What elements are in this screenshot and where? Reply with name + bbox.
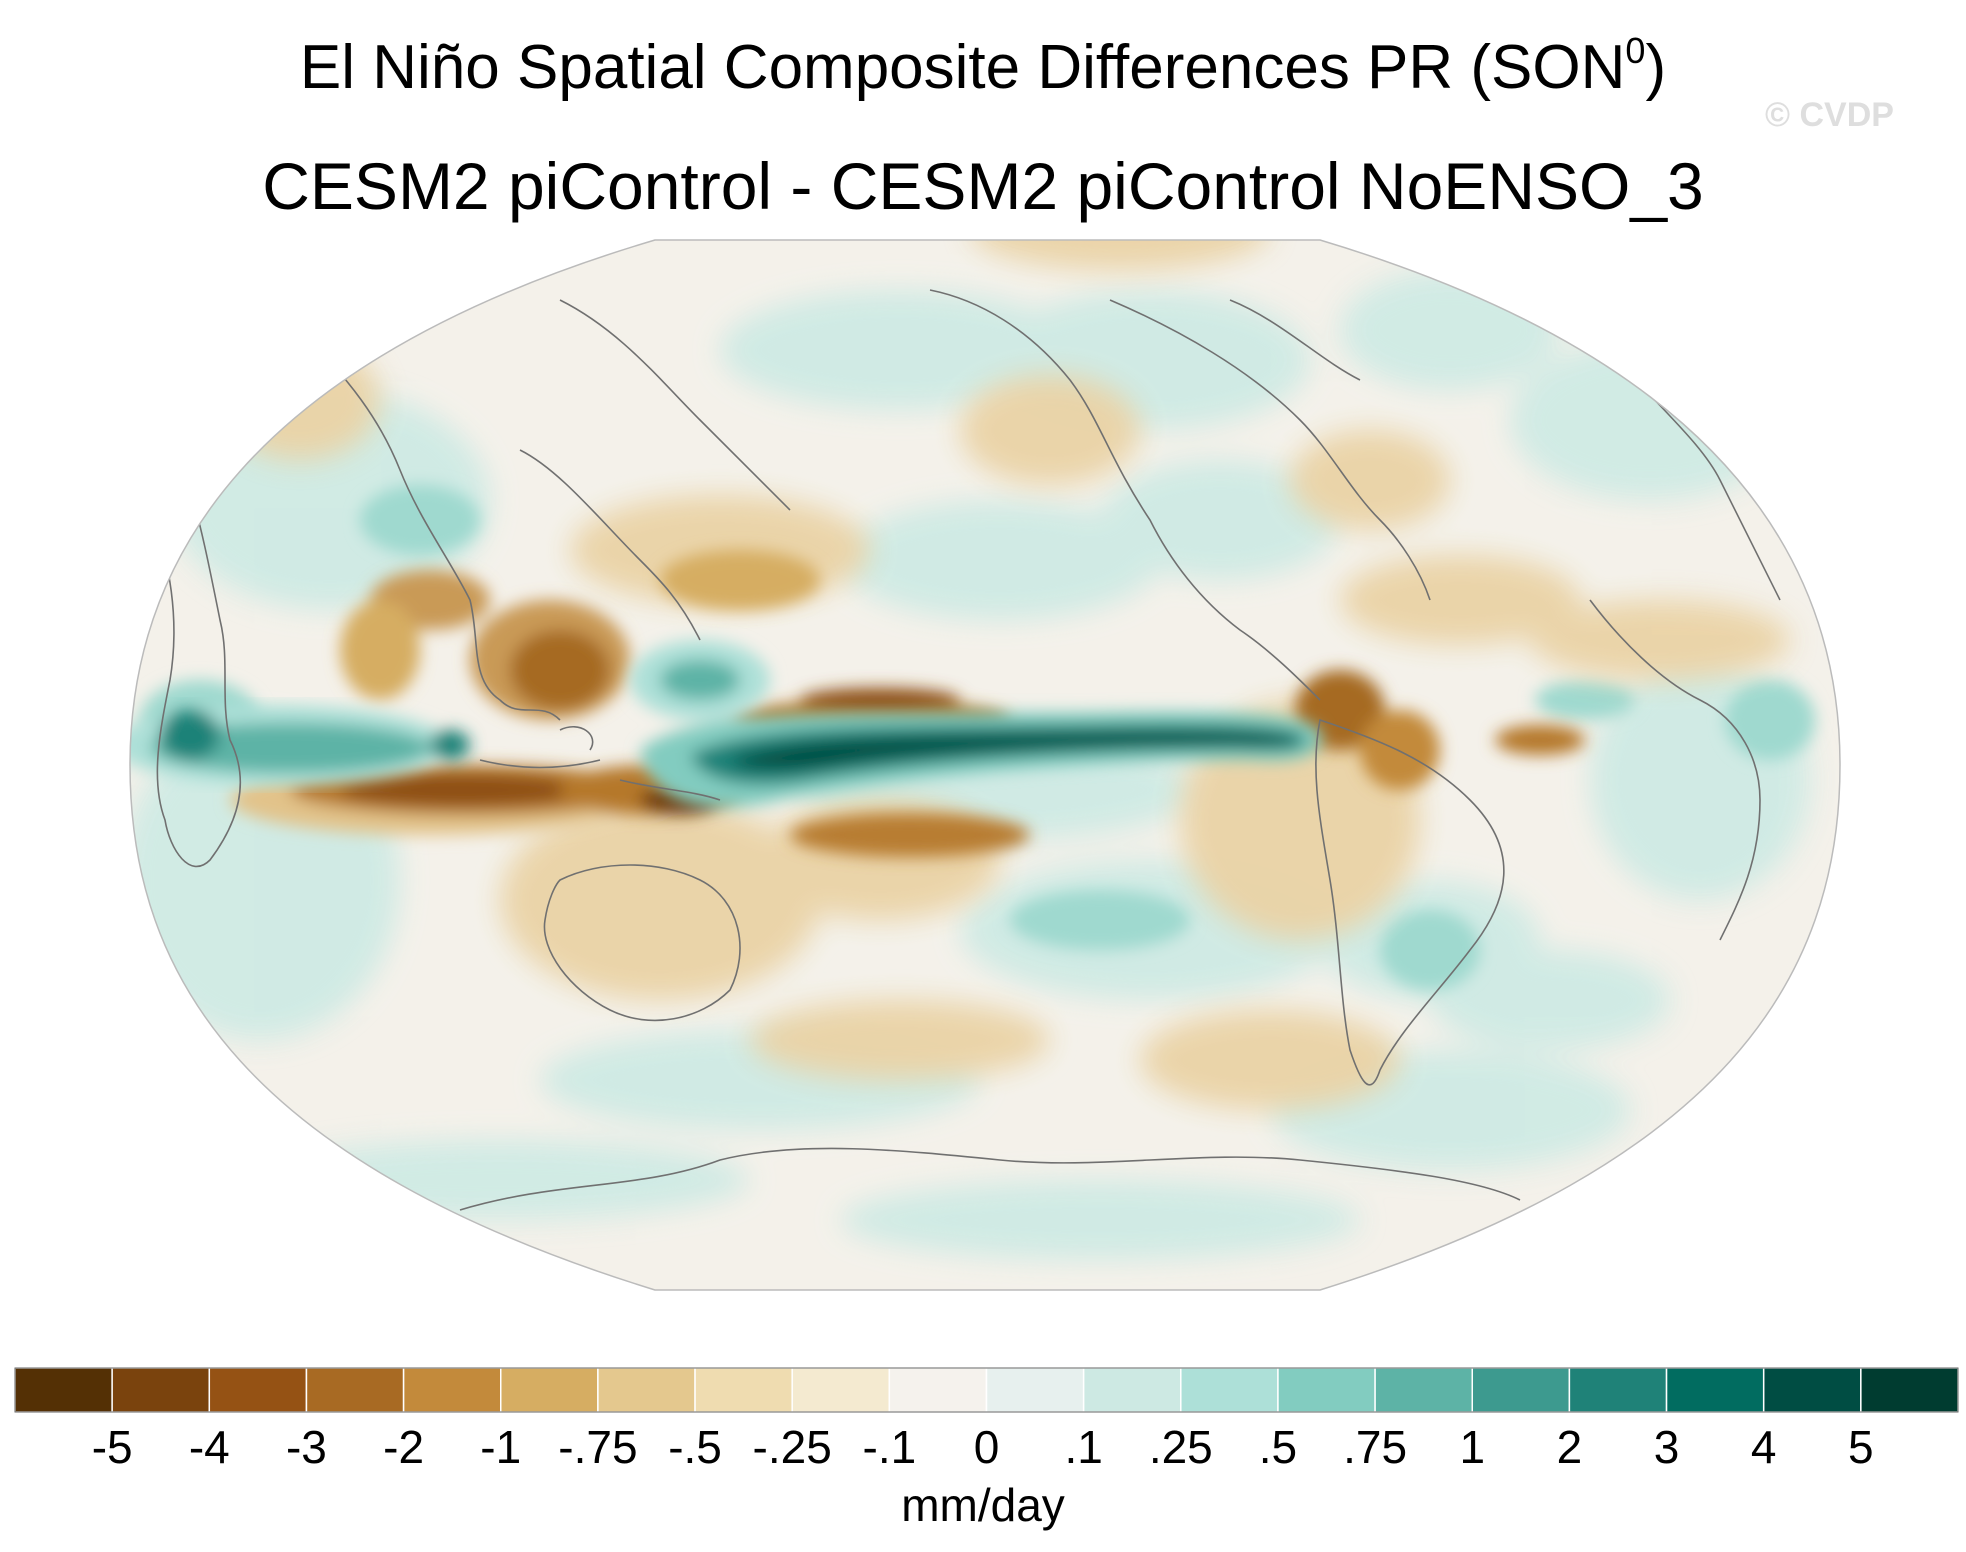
colorbar-bin	[1181, 1368, 1278, 1412]
colorbar-tick-label: 1	[1459, 1420, 1485, 1474]
colorbar-tick-label: .75	[1343, 1420, 1407, 1474]
colorbar-bin	[209, 1368, 306, 1412]
colorbar-bin	[112, 1368, 209, 1412]
colorbar-tick-label: 4	[1751, 1420, 1777, 1474]
colorbar-tick-label: 0	[974, 1420, 1000, 1474]
colorbar-bin	[404, 1368, 501, 1412]
colorbar-bin	[1084, 1368, 1181, 1412]
colorbar-bin	[598, 1368, 695, 1412]
colorbar-bin	[1569, 1368, 1666, 1412]
colorbar-tick-label: -3	[286, 1420, 327, 1474]
colorbar-tick-label: -.5	[668, 1420, 722, 1474]
colorbar-tick-label: 3	[1654, 1420, 1680, 1474]
colorbar-tick-label: -2	[383, 1420, 424, 1474]
colorbar-bin	[987, 1368, 1084, 1412]
colorbar-tick-label: 5	[1848, 1420, 1874, 1474]
colorbar-tick-label: -.75	[558, 1420, 637, 1474]
colorbar-tick-label: -5	[92, 1420, 133, 1474]
colorbar-tick-label: -.25	[753, 1420, 832, 1474]
colorbar-bin	[889, 1368, 986, 1412]
colorbar-bin	[1278, 1368, 1375, 1412]
colorbar-bin	[306, 1368, 403, 1412]
colorbar-tick-label: -.1	[863, 1420, 917, 1474]
colorbar-tick-label: .5	[1259, 1420, 1297, 1474]
colorbar-units-label: mm/day	[0, 1478, 1966, 1532]
colorbar-bin	[501, 1368, 598, 1412]
colorbar-bin	[15, 1368, 112, 1412]
colorbar-tick-label: .25	[1149, 1420, 1213, 1474]
colorbar-tick-label: .1	[1064, 1420, 1102, 1474]
colorbar-bin	[695, 1368, 792, 1412]
colorbar-tick-label: -4	[189, 1420, 230, 1474]
colorbar-tick-label: -1	[480, 1420, 521, 1474]
colorbar-bin	[1667, 1368, 1764, 1412]
colorbar-bin	[1375, 1368, 1472, 1412]
colorbar-bin	[1764, 1368, 1861, 1412]
colorbar-tick-label: 2	[1557, 1420, 1583, 1474]
colorbar-bin	[792, 1368, 889, 1412]
colorbar-bin	[1861, 1368, 1958, 1412]
colorbar-bin	[1472, 1368, 1569, 1412]
